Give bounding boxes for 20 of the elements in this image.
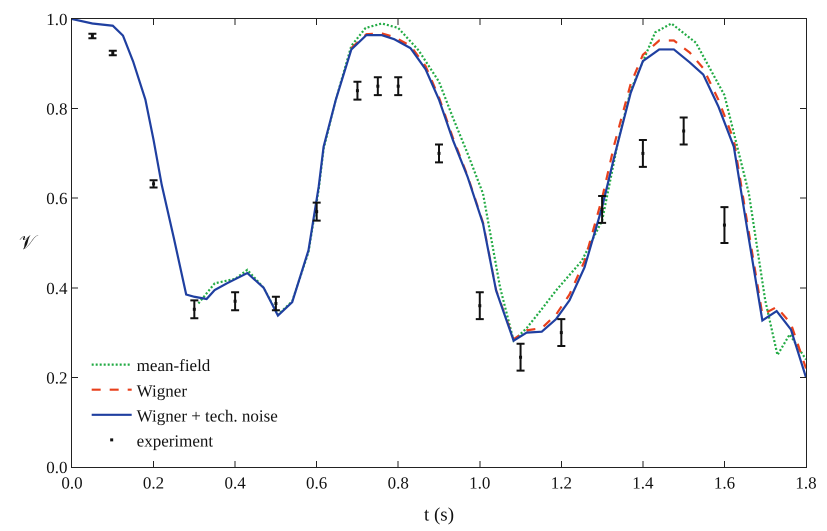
y-tick-label: 0.6 [46, 189, 68, 208]
y-tick-label: 0.2 [46, 368, 68, 388]
legend-label: Wigner [136, 381, 188, 400]
x-tick-label: 0.8 [388, 474, 409, 492]
legend-label: Wigner + tech. noise [136, 406, 278, 426]
x-tick-label: 1.8 [795, 474, 817, 492]
y-tick-label: 1.0 [46, 10, 68, 29]
x-tick-label: 1.2 [550, 474, 572, 492]
y-tick-label: 0.8 [46, 100, 68, 119]
x-tick-label: 1.6 [714, 474, 736, 492]
x-tick-label: 0.2 [142, 474, 164, 492]
x-tick-label: 0.4 [224, 474, 246, 492]
x-tick-label: 1.4 [632, 474, 654, 492]
y-tick-label: 0.4 [46, 278, 68, 298]
legend-label: experiment [136, 432, 214, 451]
legend-label: mean-field [136, 356, 211, 376]
y-axis-title: 𝒱 [19, 232, 39, 254]
x-tick-label: 1.0 [469, 474, 490, 492]
x-axis-title: t (s) [424, 504, 454, 526]
x-tick-label: 0.6 [306, 474, 328, 492]
